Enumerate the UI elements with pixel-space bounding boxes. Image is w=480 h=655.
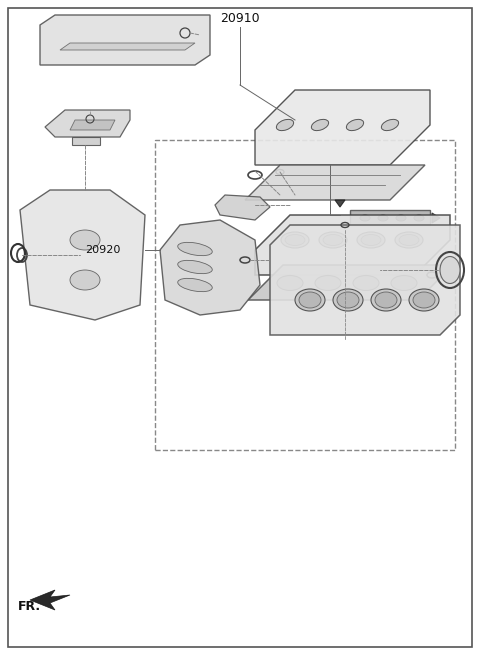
Ellipse shape: [371, 289, 401, 311]
Ellipse shape: [413, 292, 435, 308]
Ellipse shape: [285, 234, 305, 246]
Polygon shape: [255, 90, 430, 165]
Ellipse shape: [378, 215, 388, 221]
Polygon shape: [255, 215, 450, 275]
Ellipse shape: [276, 119, 294, 130]
Ellipse shape: [178, 260, 212, 274]
Text: 20920: 20920: [85, 245, 120, 255]
Polygon shape: [432, 213, 440, 223]
Ellipse shape: [375, 292, 397, 308]
Ellipse shape: [299, 292, 321, 308]
Ellipse shape: [409, 289, 439, 311]
Polygon shape: [270, 225, 460, 335]
Ellipse shape: [277, 276, 303, 291]
Ellipse shape: [391, 276, 417, 291]
Ellipse shape: [399, 234, 419, 246]
Ellipse shape: [323, 234, 343, 246]
Ellipse shape: [295, 289, 325, 311]
Text: FR.: FR.: [18, 601, 41, 614]
Ellipse shape: [178, 278, 212, 291]
Ellipse shape: [281, 232, 309, 248]
Ellipse shape: [360, 215, 370, 221]
Ellipse shape: [315, 276, 341, 291]
Ellipse shape: [312, 119, 329, 130]
Ellipse shape: [414, 215, 424, 221]
Ellipse shape: [353, 276, 379, 291]
Polygon shape: [20, 190, 145, 320]
Ellipse shape: [396, 215, 406, 221]
Ellipse shape: [333, 289, 363, 311]
Polygon shape: [45, 110, 130, 137]
Polygon shape: [215, 195, 270, 220]
Ellipse shape: [319, 232, 347, 248]
Ellipse shape: [178, 242, 212, 255]
Text: 20910: 20910: [220, 12, 260, 25]
Polygon shape: [335, 200, 345, 207]
Polygon shape: [245, 165, 425, 200]
Polygon shape: [248, 265, 453, 300]
Bar: [155, 140, 455, 450]
Ellipse shape: [337, 292, 359, 308]
Ellipse shape: [382, 119, 398, 130]
Polygon shape: [60, 43, 195, 50]
Ellipse shape: [361, 234, 381, 246]
Polygon shape: [70, 120, 115, 130]
Polygon shape: [160, 220, 260, 315]
Polygon shape: [40, 15, 210, 65]
Polygon shape: [30, 590, 70, 610]
Ellipse shape: [357, 232, 385, 248]
Ellipse shape: [440, 257, 460, 284]
Ellipse shape: [70, 270, 100, 290]
Ellipse shape: [347, 119, 364, 130]
Polygon shape: [350, 210, 430, 225]
Ellipse shape: [395, 232, 423, 248]
Ellipse shape: [70, 230, 100, 250]
Polygon shape: [72, 137, 100, 145]
